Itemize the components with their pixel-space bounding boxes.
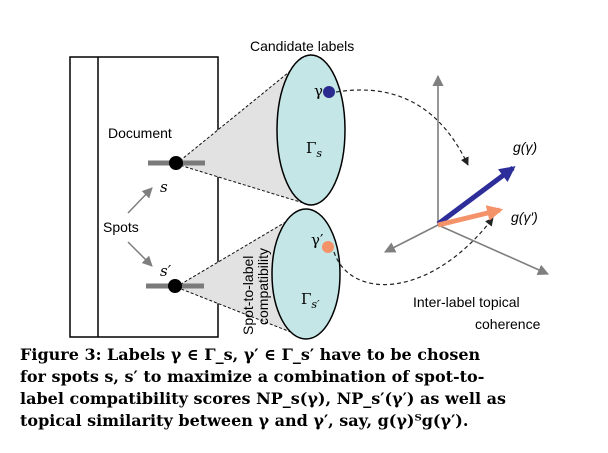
gamma-set-s-base: Γ — [306, 139, 316, 157]
spot-s-prime-dot — [168, 279, 182, 293]
gamma-set-s: Γs — [306, 139, 322, 160]
figure-diagram: Document s s′ Spots γ γ′ Γs Γs′ Candidat… — [69, 38, 550, 340]
spots-label: Spots — [103, 219, 139, 235]
gamma-label: γ — [314, 82, 323, 100]
vector-axes — [384, 74, 550, 276]
caption-line-4: topical similarity between γ and γ′, say… — [20, 411, 469, 430]
spot-s-label: s — [160, 178, 168, 196]
gamma-prime-label: γ′ — [311, 231, 324, 249]
document-label: Document — [108, 125, 172, 141]
gamma-set-sp-sub: s′ — [311, 298, 320, 311]
label-set-ellipse-s-prime — [271, 208, 341, 340]
gamma-dot — [323, 86, 335, 98]
axis-right — [437, 224, 550, 276]
inter-label-line1: Inter-label topical — [413, 294, 520, 310]
spots-arrow-down — [127, 241, 153, 267]
spots-arrow-up — [127, 187, 153, 214]
gamma-prime-dot — [322, 241, 334, 253]
axis-left — [384, 224, 439, 253]
gamma-set-s-sub: s — [316, 147, 322, 160]
g-gamma-prime-vector — [437, 205, 504, 228]
spot-s-dot — [169, 156, 183, 170]
spot-to-label-line2: compatibility — [255, 248, 271, 325]
caption-line-2: for spots s, s′ to maximize a combinatio… — [20, 367, 485, 386]
g-gamma-vector — [436, 165, 516, 227]
g-gamma-prime-label: g(γ′) — [511, 209, 538, 225]
coherence-curve-lower — [333, 217, 494, 286]
spot-s-prime-label: s′ — [160, 262, 172, 280]
gamma-set-sp-base: Γ — [301, 290, 311, 308]
figure-caption: Figure 3: Labels γ ∈ Γ_s, γ′ ∈ Γ_s′ have… — [20, 344, 596, 432]
caption-line-3: label compatibility scores NP_s(γ), NP_s… — [20, 389, 506, 408]
label-set-ellipse-s — [276, 54, 346, 206]
g-gamma-label: g(γ) — [513, 139, 537, 155]
gamma-set-s-prime: Γs′ — [301, 290, 320, 311]
candidate-labels-title: Candidate labels — [250, 38, 354, 54]
inter-label-line2: coherence — [475, 316, 541, 332]
spot-to-label-line1: Spot-to-label — [240, 256, 256, 335]
caption-line-1: Figure 3: Labels γ ∈ Γ_s, γ′ ∈ Γ_s′ have… — [20, 345, 481, 364]
coherence-curve-upper — [335, 89, 469, 166]
